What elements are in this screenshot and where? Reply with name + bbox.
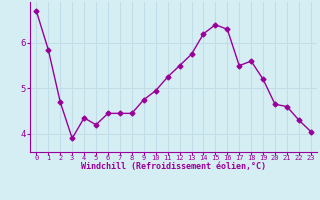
X-axis label: Windchill (Refroidissement éolien,°C): Windchill (Refroidissement éolien,°C) (81, 162, 266, 171)
